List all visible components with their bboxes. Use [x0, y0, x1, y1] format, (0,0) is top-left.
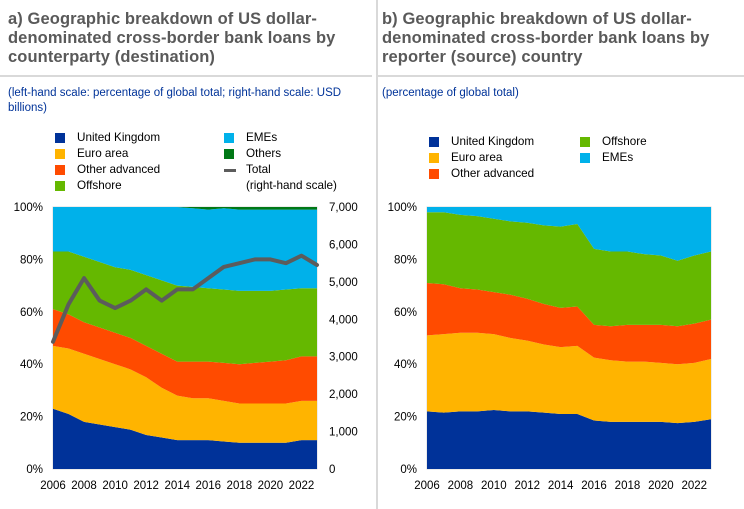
- x-tick-label: 2022: [681, 480, 707, 492]
- y-tick-left-label: 40%: [394, 359, 417, 371]
- legend-swatch-total: [224, 169, 236, 172]
- x-tick-label: 2010: [481, 480, 507, 492]
- legend-swatch-other-advanced: [429, 169, 439, 179]
- legend-label: United Kingdom: [77, 131, 161, 144]
- y-tick-right-label: 1,000: [329, 427, 358, 439]
- area-offshore: [53, 251, 317, 365]
- chart-a-subtitle: (left-hand scale: percentage of global t…: [8, 87, 342, 114]
- area-other-adv: [427, 282, 711, 365]
- line-total: [51, 253, 319, 344]
- x-tick-label: 2018: [615, 480, 641, 492]
- x-tick-label: 2022: [289, 480, 315, 492]
- y-tick-left-label: 20%: [394, 412, 417, 424]
- y-tick-left-label: 80%: [20, 254, 43, 266]
- area-uk: [427, 410, 711, 469]
- y-tick-left-label: 80%: [394, 254, 417, 266]
- area-uk: [53, 408, 317, 469]
- y-tick-left-label: 100%: [14, 202, 43, 214]
- x-tick-label: 2014: [548, 480, 574, 492]
- x-tick-label: 2012: [514, 480, 540, 492]
- area-others: [53, 207, 317, 210]
- y-tick-left-label: 40%: [20, 359, 43, 371]
- panel-a: a) Geographic breakdown of US dollar-den…: [0, 10, 372, 492]
- y-tick-right-label: 4,000: [329, 314, 358, 326]
- area-offshore: [427, 212, 711, 327]
- legend-swatch-euro: [55, 149, 65, 159]
- legend-label: Euro area: [77, 147, 129, 160]
- legend-swatch-offshore: [55, 181, 65, 191]
- x-tick-label: 2012: [133, 480, 159, 492]
- area-emes: [53, 207, 317, 291]
- legend-label: Others: [246, 147, 282, 160]
- legend-label: Offshore: [77, 179, 122, 192]
- x-tick-label: 2008: [71, 480, 97, 492]
- chart-a: 0% 20% 40% 60% 80% 100% 2006 2008 2010 2012 2014 20…: [14, 202, 358, 492]
- title-divider: [0, 75, 372, 77]
- y-tick-left-label: 100%: [388, 202, 417, 214]
- x-tick-label: 2006: [414, 480, 440, 492]
- legend-label: EMEs: [246, 131, 278, 144]
- legend-swatch-emes: [224, 133, 234, 143]
- y-tick-left-label: 60%: [394, 307, 417, 319]
- x-tick-label: 2010: [102, 480, 128, 492]
- y-tick-right-label: 3,000: [329, 352, 358, 364]
- legend-swatch-uk: [55, 133, 65, 143]
- y-tick-right-label: 7,000: [329, 202, 358, 214]
- legend-label: EMEs: [602, 151, 634, 164]
- legend-label: Other advanced: [77, 163, 161, 176]
- chart-b: 0% 20% 40% 60% 80% 100% 2006 2008 2010 2012 2014 20…: [388, 202, 712, 492]
- x-tick-label: 2006: [40, 480, 66, 492]
- legend-swatch-offshore: [580, 137, 590, 147]
- legend-swatch-others: [224, 149, 234, 159]
- y-tick-left-label: 20%: [20, 412, 43, 424]
- area-euro: [427, 332, 711, 424]
- x-tick-label: 2018: [227, 480, 253, 492]
- legend-label: (right-hand scale): [246, 179, 337, 192]
- chart-b-subtitle: (percentage of global total): [382, 87, 519, 99]
- legend-label: Offshore: [602, 135, 647, 148]
- legend-swatch-emes: [580, 153, 590, 163]
- y-tick-right-label: 5,000: [329, 277, 358, 289]
- x-tick-label: 2016: [195, 480, 221, 492]
- x-tick-label: 2020: [258, 480, 284, 492]
- x-tick-label: 2020: [648, 480, 674, 492]
- x-tick-label: 2016: [581, 480, 607, 492]
- legend-label: United Kingdom: [451, 135, 535, 148]
- area-euro: [53, 345, 317, 443]
- legend-label: Euro area: [451, 151, 503, 164]
- y-tick-right-label: 2,000: [329, 389, 358, 401]
- x-tick-label: 2014: [164, 480, 190, 492]
- y-tick-right-label: 6,000: [329, 239, 358, 251]
- legend-label: Other advanced: [451, 167, 535, 180]
- y-tick-left-label: 0%: [400, 464, 417, 476]
- legend-label: Total: [246, 163, 271, 176]
- legend-swatch-euro: [429, 153, 439, 163]
- legend-swatch-other-advanced: [55, 165, 65, 175]
- area-emes: [427, 207, 711, 261]
- x-tick-label: 2008: [448, 480, 474, 492]
- y-tick-left-label: 0%: [26, 464, 43, 476]
- area-other-adv: [53, 309, 317, 404]
- chart-a-title: a) Geographic breakdown of US dollar-den…: [8, 10, 336, 66]
- title-divider: [378, 75, 744, 77]
- panel-b: b) Geographic breakdown of US dollar-den…: [376, 0, 744, 509]
- y-tick-left-label: 60%: [20, 307, 43, 319]
- y-tick-right-label: 0: [329, 464, 335, 476]
- chart-b-title: b) Geographic breakdown of US dollar-den…: [382, 10, 710, 66]
- legend-swatch-uk: [429, 137, 439, 147]
